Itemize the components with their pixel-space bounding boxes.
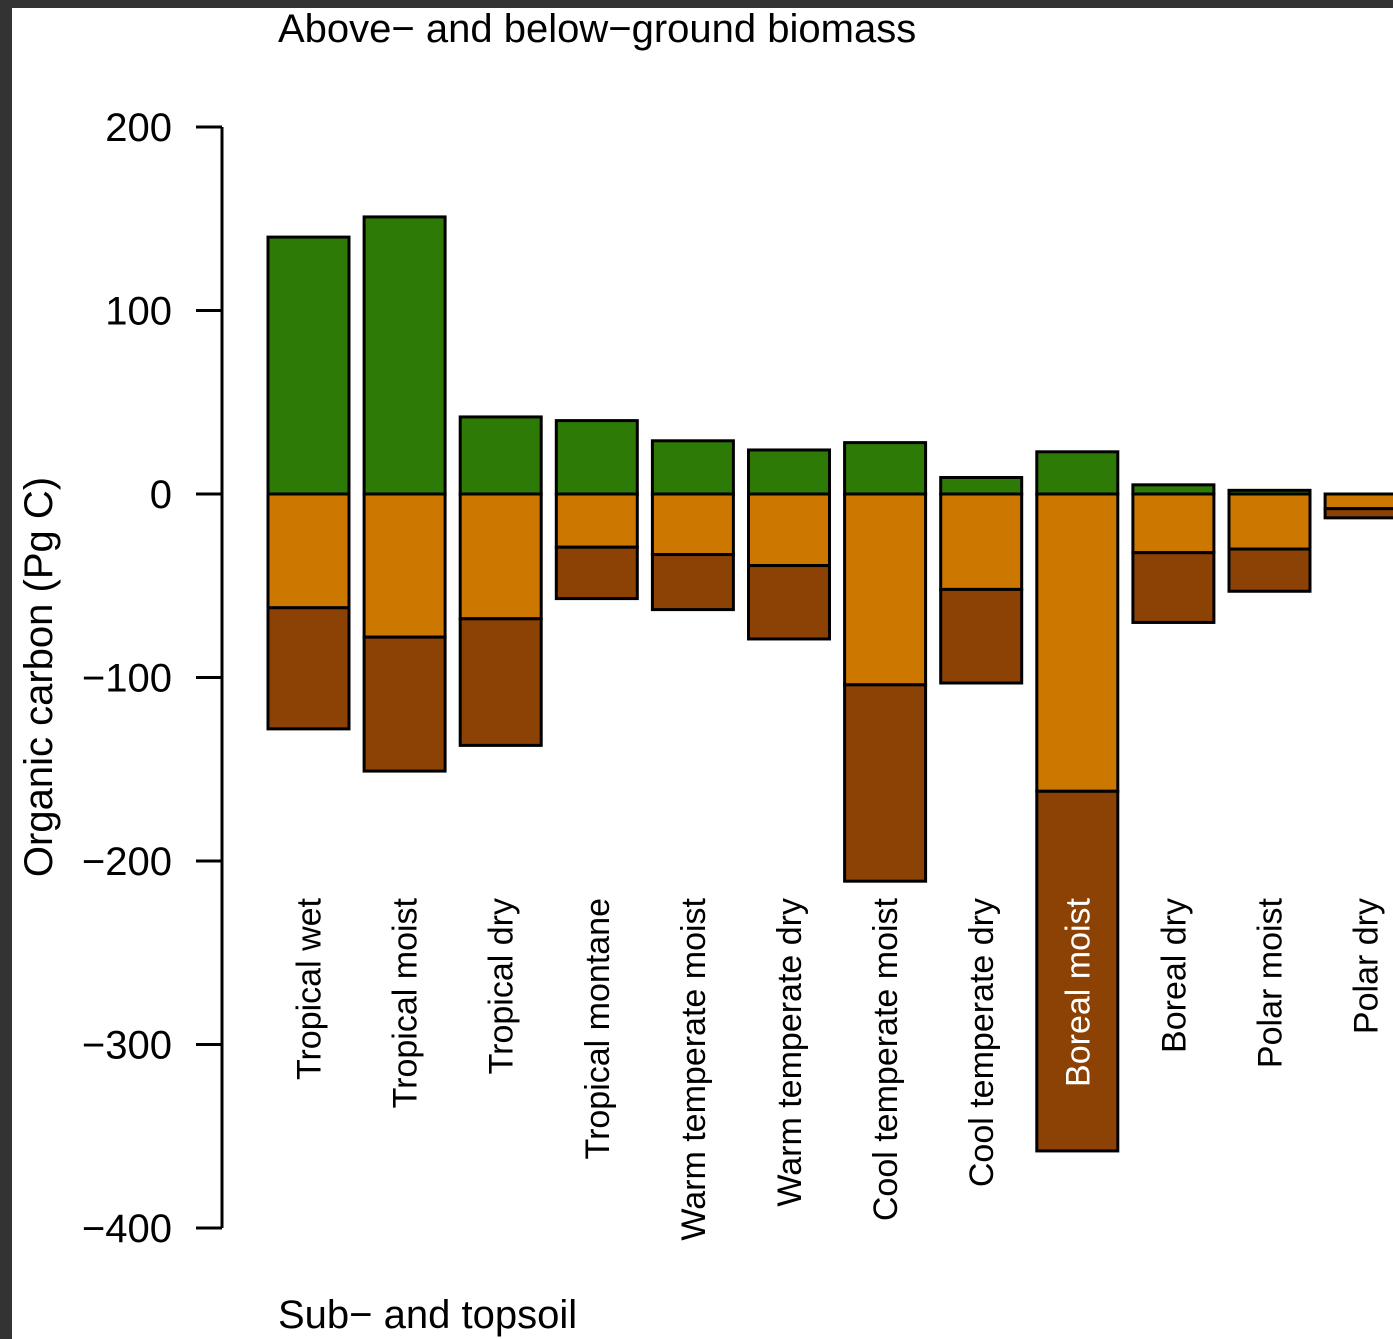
bar-group-tropical-moist bbox=[362, 215, 447, 773]
category-label-tropical-montane: Tropical montane bbox=[579, 898, 617, 1159]
topsoil-bar-polar-moist bbox=[1227, 492, 1312, 551]
subsoil-bar-tropical-montane bbox=[554, 545, 639, 601]
topsoil-bar-tropical-moist bbox=[362, 492, 447, 639]
biomass-bar-warm-temperate-dry bbox=[747, 448, 831, 496]
plot-panel bbox=[12, 8, 1393, 1339]
subsoil-bar-cool-temperate-dry bbox=[939, 587, 1024, 685]
top-title: Above− and below−ground biomass bbox=[278, 7, 916, 51]
category-label-polar-dry: Polar dry bbox=[1348, 898, 1386, 1034]
bar-group-tropical-dry bbox=[458, 415, 543, 747]
bar-group-cool-temperate-dry bbox=[939, 475, 1024, 685]
y-axis-label: Organic carbon (Pg C) bbox=[17, 477, 61, 877]
category-labels: Tropical wet Tropical moist Tropical dry Tr… bbox=[291, 897, 1386, 1240]
y-tick-label: 100 bbox=[105, 290, 172, 334]
biomass-bar-tropical-montane bbox=[554, 419, 639, 496]
category-label-cool-temperate-moist: Cool temperate moist bbox=[867, 897, 905, 1221]
bar-group-boreal-moist bbox=[1035, 450, 1120, 1153]
y-tick-label: −400 bbox=[82, 1207, 172, 1251]
subsoil-bar-boreal-moist bbox=[1035, 789, 1120, 1153]
topsoil-bar-warm-temperate-moist bbox=[650, 492, 735, 557]
topsoil-bar-warm-temperate-dry bbox=[747, 492, 831, 568]
subsoil-bar-warm-temperate-dry bbox=[747, 564, 831, 641]
category-label-boreal-moist: Boreal moist bbox=[1059, 897, 1097, 1087]
bottom-title: Sub− and topsoil bbox=[278, 1293, 577, 1337]
biomass-bar-tropical-dry bbox=[458, 415, 543, 496]
bar-group-tropical-montane bbox=[554, 419, 639, 601]
bar-group-boreal-dry bbox=[1131, 483, 1216, 624]
biomass-bar-boreal-moist bbox=[1035, 450, 1120, 496]
bar-group-polar-moist bbox=[1227, 488, 1312, 593]
category-label-tropical-dry: Tropical dry bbox=[483, 898, 521, 1074]
y-tick-label: 200 bbox=[105, 106, 172, 150]
bar-group-tropical-wet bbox=[266, 235, 351, 731]
biomass-bar-cool-temperate-dry bbox=[939, 475, 1024, 496]
subsoil-bar-polar-moist bbox=[1227, 547, 1312, 593]
category-label-tropical-moist: Tropical moist bbox=[387, 897, 425, 1108]
topsoil-bar-tropical-dry bbox=[458, 492, 543, 621]
bar-group-warm-temperate-dry bbox=[747, 448, 831, 641]
category-label-cool-temperate-dry: Cool temperate dry bbox=[963, 898, 1001, 1187]
y-tick-label: 0 bbox=[150, 473, 172, 517]
subsoil-bar-tropical-moist bbox=[362, 635, 447, 773]
biomass-bar-tropical-moist bbox=[362, 215, 447, 496]
bar-group-polar-dry bbox=[1323, 492, 1393, 520]
topsoil-bar-cool-temperate-dry bbox=[939, 492, 1024, 591]
biomass-bar-tropical-wet bbox=[266, 235, 351, 496]
y-tick-label: −300 bbox=[82, 1024, 172, 1068]
subsoil-bar-warm-temperate-moist bbox=[650, 553, 735, 612]
y-axis: 200 100 0 −100 −200 −300 −400 bbox=[82, 106, 224, 1251]
subsoil-bar-tropical-dry bbox=[458, 617, 543, 747]
subsoil-bar-polar-dry bbox=[1323, 507, 1393, 520]
bars bbox=[266, 215, 1393, 1153]
category-label-warm-temperate-moist: Warm temperate moist bbox=[675, 897, 713, 1240]
bar-group-cool-temperate-moist bbox=[843, 441, 928, 883]
topsoil-bar-polar-dry bbox=[1323, 492, 1393, 511]
bar-group-warm-temperate-moist bbox=[650, 439, 735, 612]
category-label-warm-temperate-dry: Warm temperate dry bbox=[771, 898, 809, 1207]
topsoil-bar-cool-temperate-moist bbox=[843, 492, 928, 687]
category-label-tropical-wet: Tropical wet bbox=[291, 897, 329, 1080]
topsoil-bar-boreal-moist bbox=[1035, 492, 1120, 793]
y-tick-label: −200 bbox=[82, 840, 172, 884]
topsoil-bar-tropical-montane bbox=[554, 492, 639, 549]
subsoil-bar-boreal-dry bbox=[1131, 551, 1216, 624]
subsoil-bar-tropical-wet bbox=[266, 606, 351, 731]
topsoil-bar-tropical-wet bbox=[266, 492, 351, 610]
biomass-bar-cool-temperate-moist bbox=[843, 441, 928, 496]
category-label-boreal-dry: Boreal dry bbox=[1155, 898, 1193, 1053]
category-label-polar-moist: Polar moist bbox=[1252, 897, 1290, 1068]
biomass-bar-warm-temperate-moist bbox=[650, 439, 735, 496]
topsoil-bar-boreal-dry bbox=[1131, 492, 1216, 555]
y-tick-label: −100 bbox=[82, 657, 172, 701]
subsoil-bar-cool-temperate-moist bbox=[843, 683, 928, 883]
